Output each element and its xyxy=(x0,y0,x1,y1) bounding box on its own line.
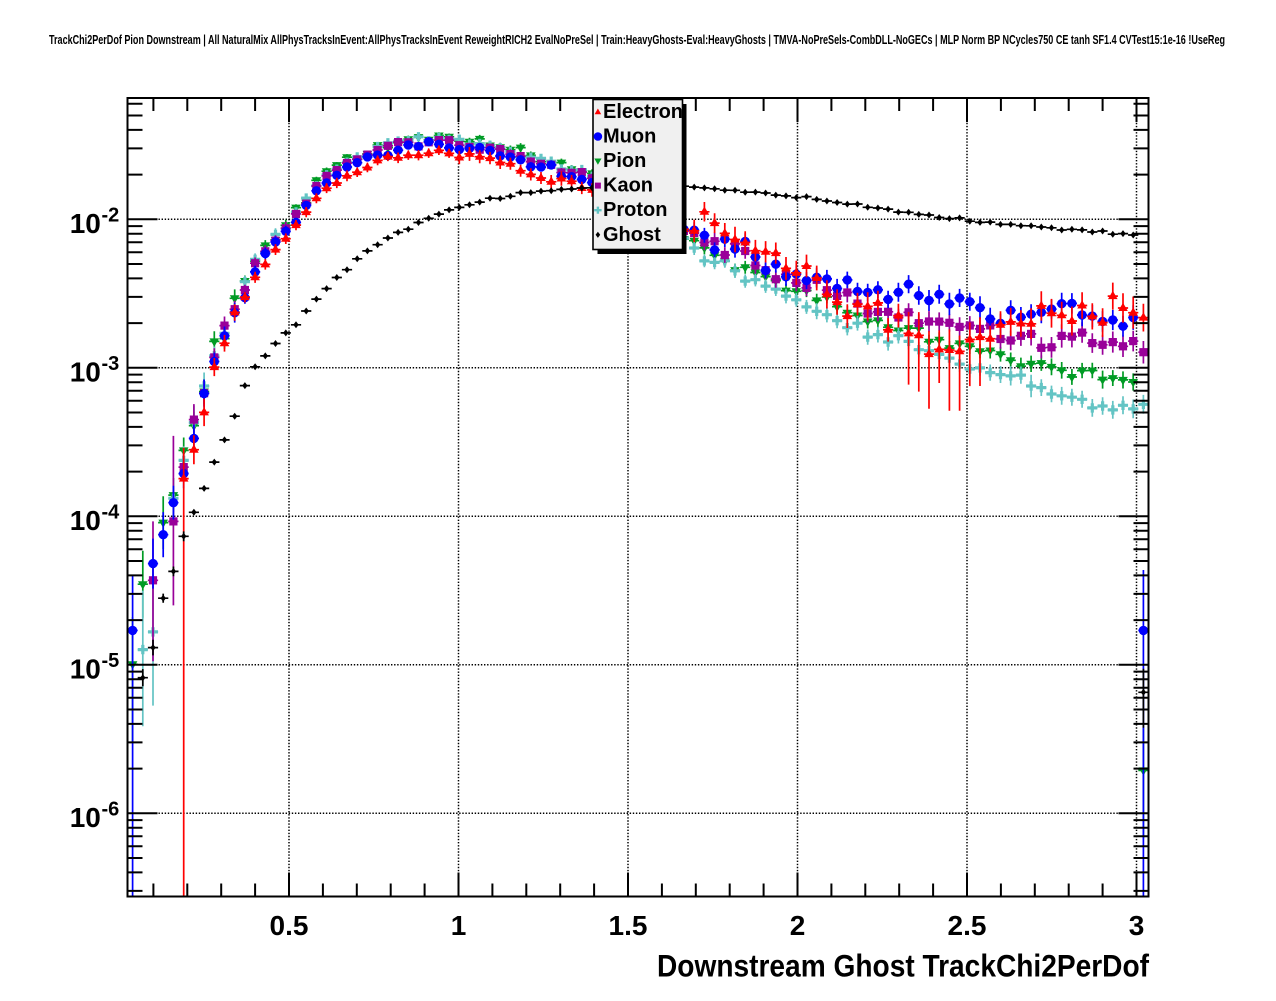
svg-text:10: 10 xyxy=(70,357,101,388)
svg-text:-4: -4 xyxy=(102,502,121,524)
svg-text:2: 2 xyxy=(790,910,806,941)
svg-text:10: 10 xyxy=(70,505,101,536)
svg-text:-6: -6 xyxy=(102,799,120,821)
svg-text:0.5: 0.5 xyxy=(270,910,309,941)
svg-text:TrackChi2PerDof Pion Downstrea: TrackChi2PerDof Pion Downstream | All Na… xyxy=(49,32,1225,47)
svg-text:-5: -5 xyxy=(102,650,120,672)
svg-text:Ghost: Ghost xyxy=(603,224,661,246)
svg-text:Pion: Pion xyxy=(603,150,646,172)
svg-text:Downstream Ghost TrackChi2PerD: Downstream Ghost TrackChi2PerDof xyxy=(657,948,1149,984)
svg-text:3: 3 xyxy=(1129,910,1145,941)
svg-text:1.5: 1.5 xyxy=(609,910,648,941)
svg-text:1: 1 xyxy=(451,910,467,941)
svg-text:-2: -2 xyxy=(102,205,120,227)
svg-text:10: 10 xyxy=(70,654,101,685)
svg-text:Muon: Muon xyxy=(603,126,656,148)
svg-text:10: 10 xyxy=(70,208,101,239)
svg-text:Electron: Electron xyxy=(603,101,683,123)
svg-text:Proton: Proton xyxy=(603,199,667,221)
svg-text:2.5: 2.5 xyxy=(948,910,987,941)
svg-text:10: 10 xyxy=(70,802,101,833)
svg-text:-3: -3 xyxy=(102,353,120,375)
svg-text:Kaon: Kaon xyxy=(603,175,653,197)
